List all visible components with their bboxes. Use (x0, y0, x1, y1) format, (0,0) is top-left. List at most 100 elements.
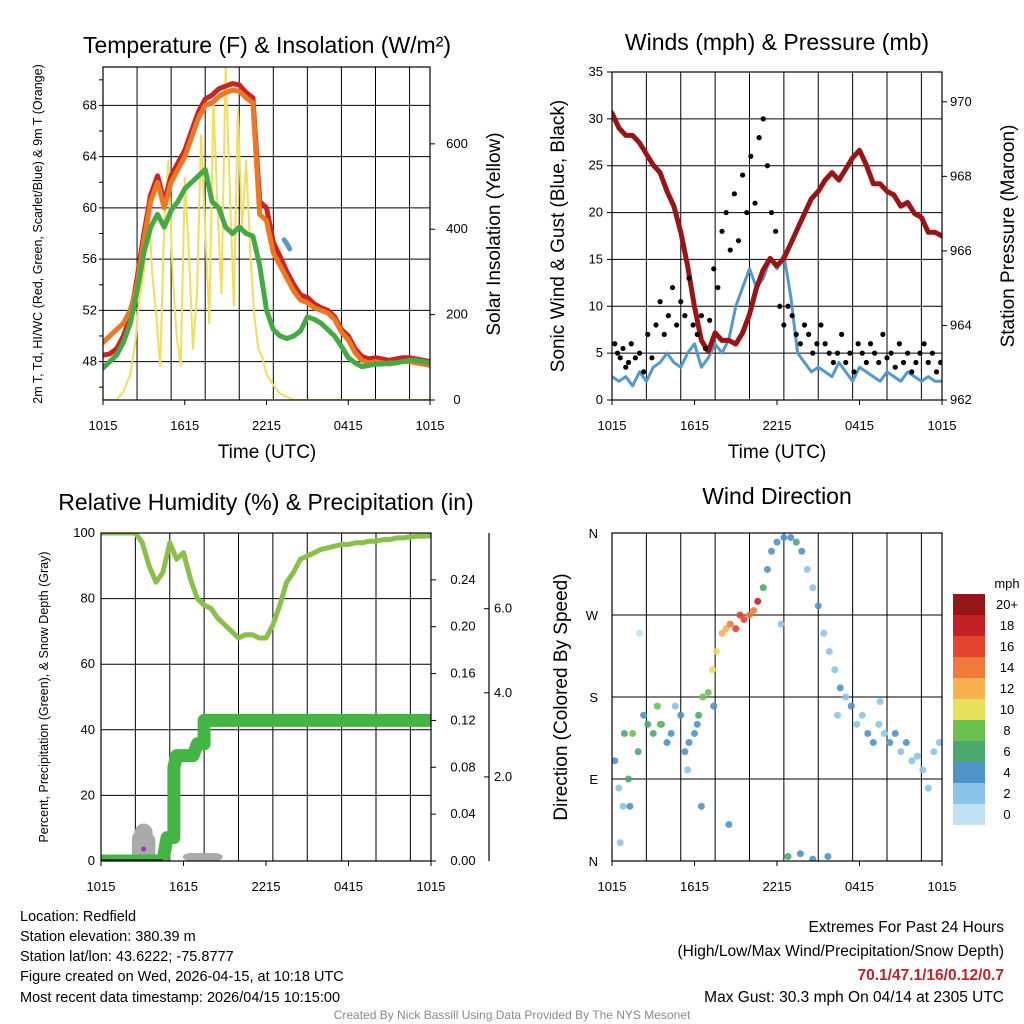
gust-point-14 (661, 331, 667, 337)
wind-direction-point-60 (913, 752, 921, 760)
wind-direction-title: Wind Direction (702, 483, 852, 509)
gust-point-15 (665, 313, 671, 319)
wind-direction-point-39 (798, 547, 806, 555)
wind-direction-point-69 (697, 802, 705, 810)
pressure-y-tick-968: 968 (950, 168, 972, 183)
wind-y-tick-35: 35 (589, 64, 603, 79)
wind-direction-point-59 (908, 757, 916, 765)
temp-series-dewpoint (103, 167, 430, 371)
rh-series-snow-depth (131, 823, 223, 861)
wind-direction-point-81 (876, 698, 884, 706)
gust-point-4 (623, 364, 629, 370)
precip-y-tick-0.16: 0.16 (450, 666, 475, 681)
wind-direction-point-19 (699, 693, 707, 701)
info-recent: Most recent data timestamp: 2026/04/15 1… (20, 990, 340, 1006)
humidity-tick-labels: 0 20 40 60 80 100 0.00 0.04 0.08 0.12 0.16 0.20 0.24… (73, 525, 512, 894)
wind-direction-point-75 (656, 720, 664, 728)
gust-point-22 (694, 331, 700, 337)
gust-point-28 (719, 228, 725, 234)
solar-y-tick-200: 200 (446, 307, 468, 322)
wind-direction-point-76 (693, 720, 701, 728)
wind-y-tick-30: 30 (589, 111, 603, 126)
temp-x-tick-1: 1615 (170, 418, 199, 433)
gust-point-42 (777, 303, 783, 309)
gust-point-12 (653, 322, 659, 328)
gust-point-3 (620, 345, 626, 352)
gust-point-56 (834, 350, 841, 356)
rh-y-tick-40: 40 (81, 722, 95, 737)
wind-x-label: Time (UTC) (728, 442, 827, 463)
wind-direction-point-47 (842, 693, 850, 701)
wdir-x-tick-3: 0415 (845, 879, 874, 894)
wind-x-tick-1: 1615 (680, 418, 709, 433)
gust-point-8 (636, 350, 643, 356)
wind-direction-point-4 (629, 729, 637, 737)
wind-direction-point-61 (919, 766, 927, 774)
gust-point-37 (756, 135, 762, 141)
temp-series-solar-insolation (103, 67, 430, 400)
colorbar-label-4: 8 (1003, 723, 1010, 738)
wind-direction-point-3 (625, 775, 632, 783)
gust-point-34 (744, 209, 750, 216)
wind-direction-point-78 (777, 620, 785, 628)
gust-point-75 (913, 359, 919, 366)
temperature-plot-frame (102, 66, 431, 401)
info-latlon: Station lat/lon: 43.6222; -75.8777 (20, 949, 234, 965)
wind-direction-point-22 (713, 647, 720, 655)
wdir-y-tick-1: E (589, 772, 598, 787)
gust-point-18 (678, 299, 684, 305)
wind-grid (612, 72, 942, 400)
extremes-values: 70.1/47.1/16/0.12/0.7 (857, 967, 1004, 984)
wind-series-sonic-wind (612, 253, 942, 388)
gust-point-81 (938, 359, 942, 366)
purple-marker (141, 846, 147, 852)
solar-y-tick-0: 0 (453, 392, 460, 407)
gust-point-11 (649, 355, 655, 361)
wind-direction-point-65 (616, 839, 624, 847)
gust-point-29 (723, 209, 729, 216)
colorbar-swatch-6 (953, 678, 985, 699)
temp-y-tick-56: 56 (83, 251, 97, 266)
wind-direction-point-80 (834, 711, 841, 719)
wind-direction-point-14 (677, 711, 685, 719)
gust-point-58 (843, 359, 849, 366)
wind-direction-point-23 (718, 629, 726, 637)
rh-series-relative-humidity (101, 533, 431, 641)
wind-direction-point-77 (710, 702, 718, 710)
gust-point-5 (625, 359, 632, 366)
colorbar-swatch-9 (953, 615, 985, 636)
temperature-tick-labels: 48 52 56 60 64 68 0 200 400 600 1015 1615 2215 0415 10… (83, 79, 468, 433)
temperature-y-label-right: Solar Insolation (Yellow) (484, 132, 505, 335)
wind-direction-point-54 (880, 729, 888, 737)
humidity-series (101, 533, 431, 861)
gust-point-49 (806, 331, 812, 337)
gust-point-47 (797, 341, 803, 347)
wdir-y-tick-0: N (589, 854, 598, 869)
wind-direction-grid (612, 533, 942, 861)
snow-y-tick-4.0: 4.0 (494, 685, 512, 700)
credit-line: Created By Nick Bassill Using Data Provi… (334, 1008, 691, 1022)
wind-y-tick-10: 10 (589, 298, 603, 313)
wind-direction-point-33 (763, 565, 771, 573)
wind-direction-point-32 (759, 584, 767, 592)
gust-point-63 (863, 359, 869, 366)
colorbar-label-5: 10 (1000, 702, 1014, 717)
station-info: Location: Redfield Station elevation: 38… (20, 909, 344, 1006)
colorbar-swatch-1 (953, 783, 985, 804)
humidity-panel: Relative Humidity (%) & Precipitation (i… (37, 489, 512, 894)
colorbar-label-10: 20+ (996, 597, 1018, 612)
wind-direction-point-38 (792, 538, 800, 546)
precip-y-tick-0.00: 0.00 (450, 853, 475, 868)
snow-y-tick-6.0: 6.0 (494, 601, 512, 616)
solar-y-tick-400: 400 (446, 221, 468, 236)
wind-direction-point-20 (704, 688, 712, 696)
wind-direction-point-0 (612, 757, 619, 765)
colorbar-label-3: 6 (1003, 744, 1010, 759)
gust-point-32 (735, 238, 742, 244)
wind-direction-point-12 (667, 729, 675, 737)
wind-direction-point-35 (773, 538, 781, 546)
gust-point-54 (826, 350, 832, 356)
gust-point-69 (888, 350, 894, 356)
temp-x-tick-0: 1015 (89, 418, 118, 433)
colorbar-label-1: 2 (1003, 786, 1010, 801)
